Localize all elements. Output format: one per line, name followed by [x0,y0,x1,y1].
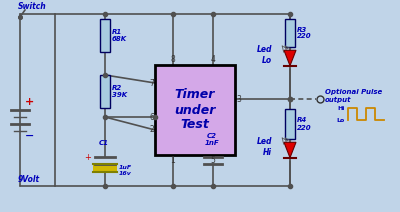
Text: +: + [25,97,34,107]
Bar [100,19,110,52]
Text: Led
Hi: Led Hi [256,137,272,157]
Text: R4
220: R4 220 [297,117,312,131]
Text: R2
39K: R2 39K [112,85,127,98]
Polygon shape [284,142,296,158]
Text: Switch: Switch [18,2,47,11]
Text: 2: 2 [149,126,154,134]
Text: R3
220: R3 220 [297,26,312,39]
Text: C2
1nF: C2 1nF [205,133,219,146]
Bar [285,109,295,139]
Text: 7: 7 [149,78,154,88]
Text: Timer
under
Test: Timer under Test [174,88,216,131]
FancyBboxPatch shape [155,65,235,155]
Text: Lo: Lo [337,117,345,123]
Bar [285,19,295,47]
Bar [100,75,110,108]
Text: R1
68K: R1 68K [112,29,127,42]
Text: Hi: Hi [338,106,345,110]
Text: 1: 1 [171,156,175,165]
Text: C1: C1 [99,140,109,146]
Text: Led
Lo: Led Lo [256,45,272,65]
Text: 8: 8 [171,55,175,64]
Polygon shape [284,50,296,66]
Text: 6: 6 [149,113,154,121]
Text: 9Volt: 9Volt [18,175,40,184]
Text: −: − [25,131,34,141]
Text: 3: 3 [236,95,241,103]
Text: 4: 4 [210,55,216,64]
Text: +: + [84,153,91,163]
Text: 5: 5 [210,156,216,165]
Bar [93,164,117,172]
Text: Optional Pulse
output: Optional Pulse output [325,89,382,103]
Text: 1uF
16v: 1uF 16v [119,165,132,176]
